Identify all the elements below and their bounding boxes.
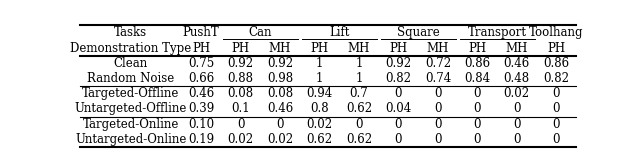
Text: 0.39: 0.39	[188, 102, 214, 115]
Text: 0.7: 0.7	[349, 87, 369, 100]
Text: 0.02: 0.02	[504, 87, 530, 100]
Text: 0.88: 0.88	[228, 72, 253, 85]
Text: 0: 0	[513, 102, 520, 115]
Text: 0: 0	[474, 102, 481, 115]
Text: PH: PH	[310, 42, 328, 55]
Text: 0.66: 0.66	[188, 72, 214, 85]
Text: 0.86: 0.86	[543, 57, 570, 70]
Text: PH: PH	[232, 42, 250, 55]
Text: 0.75: 0.75	[188, 57, 214, 70]
Text: 1: 1	[355, 72, 363, 85]
Text: Targeted-Offline: Targeted-Offline	[82, 87, 179, 100]
Text: Demonstration Type: Demonstration Type	[70, 42, 191, 55]
Text: Random Noise: Random Noise	[87, 72, 174, 85]
Text: 0.84: 0.84	[464, 72, 490, 85]
Text: Square: Square	[397, 26, 440, 39]
Text: 0.19: 0.19	[188, 133, 214, 146]
Text: Can: Can	[248, 26, 272, 39]
Text: PushT: PushT	[183, 26, 220, 39]
Text: 0.62: 0.62	[346, 133, 372, 146]
Text: 0.08: 0.08	[228, 87, 253, 100]
Text: 0: 0	[395, 133, 402, 146]
Text: 0.04: 0.04	[385, 102, 412, 115]
Text: 0: 0	[552, 118, 560, 131]
Text: 0.62: 0.62	[346, 102, 372, 115]
Text: 0.02: 0.02	[228, 133, 253, 146]
Text: 0.46: 0.46	[188, 87, 214, 100]
Text: 0.98: 0.98	[267, 72, 293, 85]
Text: 0.1: 0.1	[231, 102, 250, 115]
Text: 1: 1	[316, 72, 323, 85]
Text: 0: 0	[552, 133, 560, 146]
Text: Clean: Clean	[113, 57, 148, 70]
Text: 0: 0	[513, 118, 520, 131]
Text: 0: 0	[513, 133, 520, 146]
Text: 0.74: 0.74	[425, 72, 451, 85]
Text: MH: MH	[427, 42, 449, 55]
Text: Lift: Lift	[329, 26, 349, 39]
Text: PH: PH	[468, 42, 486, 55]
Text: 0.46: 0.46	[504, 57, 530, 70]
Text: 0.08: 0.08	[267, 87, 293, 100]
Text: 0.02: 0.02	[267, 133, 293, 146]
Text: 0: 0	[395, 87, 402, 100]
Text: 1: 1	[355, 57, 363, 70]
Text: MH: MH	[269, 42, 291, 55]
Text: Toolhang: Toolhang	[529, 26, 584, 39]
Text: 0: 0	[237, 118, 244, 131]
Text: 0: 0	[474, 118, 481, 131]
Text: 0.62: 0.62	[307, 133, 333, 146]
Text: 0: 0	[434, 118, 442, 131]
Text: PH: PH	[547, 42, 565, 55]
Text: 0.94: 0.94	[307, 87, 333, 100]
Text: 0: 0	[474, 133, 481, 146]
Text: 0.92: 0.92	[385, 57, 412, 70]
Text: 0.92: 0.92	[267, 57, 293, 70]
Text: 0.8: 0.8	[310, 102, 329, 115]
Text: 0.10: 0.10	[188, 118, 214, 131]
Text: 0: 0	[474, 87, 481, 100]
Text: 0.48: 0.48	[504, 72, 530, 85]
Text: MH: MH	[506, 42, 528, 55]
Text: 0.72: 0.72	[425, 57, 451, 70]
Text: 0.82: 0.82	[543, 72, 569, 85]
Text: 0: 0	[276, 118, 284, 131]
Text: 0.02: 0.02	[307, 118, 333, 131]
Text: Untargeted-Online: Untargeted-Online	[75, 133, 186, 146]
Text: 0: 0	[434, 102, 442, 115]
Text: Tasks: Tasks	[114, 26, 147, 39]
Text: MH: MH	[348, 42, 370, 55]
Text: 0.82: 0.82	[385, 72, 412, 85]
Text: 0: 0	[395, 118, 402, 131]
Text: PH: PH	[389, 42, 408, 55]
Text: 0: 0	[552, 102, 560, 115]
Text: 0: 0	[434, 133, 442, 146]
Text: Targeted-Online: Targeted-Online	[83, 118, 179, 131]
Text: 1: 1	[316, 57, 323, 70]
Text: 0: 0	[552, 87, 560, 100]
Text: 0: 0	[355, 118, 363, 131]
Text: 0.92: 0.92	[228, 57, 253, 70]
Text: 0: 0	[434, 87, 442, 100]
Text: Untargeted-Offline: Untargeted-Offline	[74, 102, 187, 115]
Text: PH: PH	[192, 42, 210, 55]
Text: 0.86: 0.86	[464, 57, 490, 70]
Text: 0.46: 0.46	[267, 102, 293, 115]
Text: Transport: Transport	[468, 26, 527, 39]
